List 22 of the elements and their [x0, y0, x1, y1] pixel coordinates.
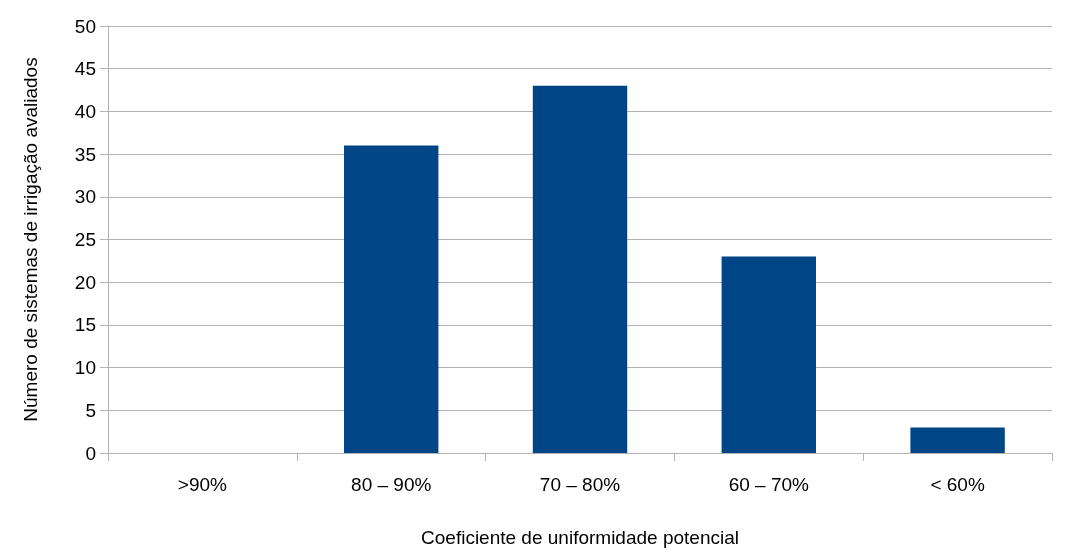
y-tick-label: 5 [85, 399, 96, 421]
bar [910, 427, 1005, 453]
y-tick-label: 30 [74, 186, 96, 208]
y-tick-label: 20 [74, 271, 96, 293]
y-tick-label: 45 [74, 58, 96, 80]
bar [532, 85, 628, 453]
y-tick-label: 10 [74, 357, 96, 379]
y-tick-label: 35 [74, 143, 96, 165]
x-tick-label: 70 – 80% [539, 474, 621, 495]
y-axis-title: Número de sistemas de irrigação avaliados [20, 57, 41, 422]
y-tick-label: 25 [74, 229, 96, 250]
y-tick-label: 50 [74, 15, 96, 37]
y-tick-label: 0 [85, 442, 96, 464]
y-tick-label: 15 [74, 314, 96, 336]
bar [721, 256, 816, 453]
y-tick-label: 40 [74, 100, 96, 122]
x-tick-label: < 60% [930, 474, 985, 495]
x-axis-title: Coeficiente de uniformidade potencial [421, 527, 739, 548]
x-tick-label: 60 – 70% [728, 474, 810, 495]
x-tick-label: 80 – 90% [351, 474, 432, 495]
bar [344, 145, 439, 453]
x-tick-label: >90% [177, 474, 228, 495]
